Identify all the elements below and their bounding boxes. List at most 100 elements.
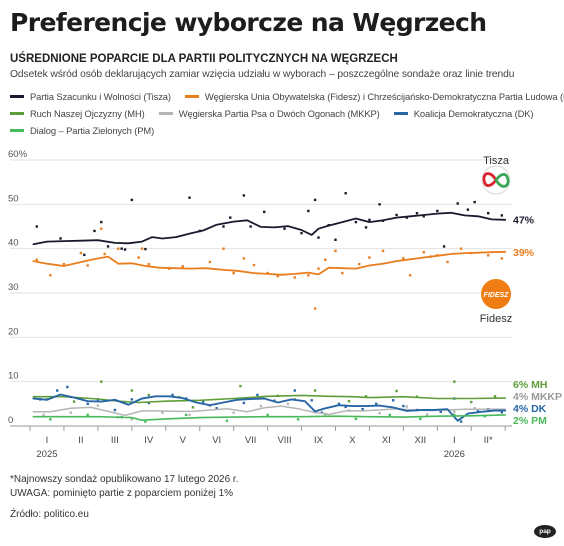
poll-point-tisza-26 — [364, 226, 368, 229]
poll-point-mkkp-16 — [453, 410, 456, 414]
poll-point-tisza-33 — [422, 215, 425, 218]
series-mh — [45, 380, 497, 409]
poll-point-mkkp-17 — [473, 407, 476, 410]
end-label-tisza: 47% — [513, 214, 535, 226]
poll-point-fidesz-29 — [381, 249, 385, 253]
poll-point-fidesz-15 — [232, 271, 235, 275]
poll-point-pm-3 — [144, 420, 147, 423]
poll-point-dk-20 — [361, 407, 364, 411]
poll-point-tisza-10 — [188, 196, 191, 199]
x-month-label-7: VIII — [277, 435, 291, 446]
poll-point-mkkp-13 — [378, 411, 381, 415]
poll-point-fidesz-0 — [35, 258, 38, 261]
poll-point-fidesz-7 — [117, 247, 120, 250]
poll-point-tisza-35 — [442, 245, 446, 248]
poll-point-fidesz-1 — [49, 274, 52, 277]
poll-point-fidesz-8 — [137, 256, 140, 259]
poll-point-mkkp-14 — [405, 405, 408, 408]
trend-line-dk — [32, 393, 507, 422]
legend-swatch-fidesz — [184, 95, 199, 98]
x-year-label-2025: 2025 — [36, 449, 57, 460]
poll-point-fidesz-12 — [181, 265, 184, 268]
poll-point-mkkp-1 — [69, 411, 72, 414]
poll-point-tisza-12 — [222, 225, 225, 228]
poll-point-fidesz-17 — [252, 263, 256, 267]
legend-item-mh: Ruch Naszej Ojczyzny (MH) — [10, 108, 145, 119]
y-tick-label-60: 60% — [8, 149, 28, 160]
poll-point-tisza-14 — [242, 194, 246, 197]
poll-point-fidesz-23 — [317, 267, 320, 270]
legend-label-mkkp: Węgierska Partia Psa o Dwóch Ogonach (MK… — [178, 108, 380, 119]
poll-point-tisza-1 — [59, 237, 62, 240]
y-tick-label-0: 0 — [8, 415, 13, 426]
poll-point-mkkp-4 — [130, 418, 134, 421]
legend-label-tisza: Partia Szacunku i Wolności (Tisza) — [30, 91, 171, 102]
poll-point-tisza-24 — [344, 192, 347, 195]
x-year-label-2026: 2026 — [444, 449, 465, 460]
poll-point-fidesz-14 — [222, 247, 225, 250]
poll-point-mh-4 — [147, 393, 151, 397]
poll-point-tisza-19 — [307, 209, 310, 213]
poll-point-fidesz-25 — [334, 249, 337, 253]
chart-description: Odsetek wśród osób deklarujących zamiar … — [10, 69, 515, 80]
poll-point-dk-25 — [439, 410, 442, 414]
poll-point-tisza-0 — [35, 225, 38, 228]
poll-point-dk-8 — [171, 393, 174, 397]
poll-point-tisza-36 — [456, 202, 459, 205]
poll-point-pm-9 — [354, 417, 358, 421]
poll-point-tisza-16 — [263, 210, 266, 214]
trend-line-tisza — [32, 211, 507, 246]
poll-point-tisza-23 — [334, 238, 337, 241]
chart-subtitle: UŚREDNIONE POPARCIE DLA PARTII POLITYCZN… — [10, 53, 398, 65]
fidesz-logo-label: Fidesz — [480, 313, 512, 325]
legend-item-dk: Koalicja Demokratyczna (DK) — [393, 108, 534, 119]
poll-point-dk-11 — [215, 407, 218, 410]
legend-row-2: Ruch Naszej Ojczyzny (MH) Węgierska Part… — [10, 105, 558, 122]
x-month-label-11: XII — [415, 435, 427, 446]
x-month-label-12: I — [453, 435, 456, 446]
end-label-pm: 2% PM — [513, 415, 547, 427]
legend-row-3: Dialog – Partia Zielonych (PM) — [10, 122, 558, 139]
poll-point-fidesz-27 — [358, 262, 361, 266]
poll-point-mkkp-0 — [42, 413, 45, 417]
legend-label-pm: Dialog – Partia Zielonych (PM) — [30, 125, 155, 136]
poll-point-dk-3 — [86, 402, 89, 406]
poll-point-pm-1 — [86, 413, 89, 417]
x-month-label-6: VII — [245, 435, 257, 446]
x-month-label-3: IV — [144, 435, 154, 446]
poll-point-tisza-8 — [130, 198, 134, 202]
poll-point-fidesz-5 — [100, 227, 103, 230]
poll-point-fidesz-19 — [276, 274, 279, 278]
poll-point-mkkp-8 — [232, 411, 235, 414]
trend-line-fidesz — [32, 250, 507, 276]
chart-gridlines: 0 10 20 30 40 50 60% — [8, 149, 512, 427]
poll-point-tisza-25 — [354, 220, 358, 224]
poll-point-tisza-37 — [466, 208, 470, 211]
poll-point-tisza-17 — [283, 227, 286, 230]
poll-point-fidesz-26 — [341, 271, 344, 275]
poll-point-dk-30 — [500, 411, 504, 414]
poll-point-tisza-31 — [405, 216, 408, 219]
pap-logo: pap — [534, 525, 556, 538]
poll-point-mh-6 — [191, 406, 195, 409]
poll-point-dk-12 — [242, 401, 246, 405]
x-month-label-2: III — [111, 435, 119, 446]
poll-point-fidesz-31 — [408, 274, 412, 277]
poll-point-dk-18 — [337, 402, 341, 406]
poll-point-tisza-28 — [378, 203, 381, 206]
x-month-label-10: XI — [382, 435, 391, 446]
poll-point-tisza-30 — [395, 213, 398, 217]
poll-point-fidesz-38 — [487, 254, 490, 257]
x-month-label-4: V — [180, 435, 187, 446]
tisza-logo-icon — [481, 165, 511, 195]
poll-point-mkkp-6 — [188, 413, 191, 417]
x-month-label-9: X — [349, 435, 356, 446]
poll-point-tisza-18 — [300, 231, 303, 235]
poll-point-tisza-39 — [487, 212, 490, 215]
legend-swatch-dk — [393, 112, 408, 115]
x-month-label-1: II — [78, 435, 83, 446]
y-tick-label-10: 10 — [8, 371, 19, 382]
legend-swatch-pm — [10, 129, 24, 132]
legend-swatch-mkkp — [158, 112, 173, 115]
x-month-label-8: IX — [314, 435, 324, 446]
